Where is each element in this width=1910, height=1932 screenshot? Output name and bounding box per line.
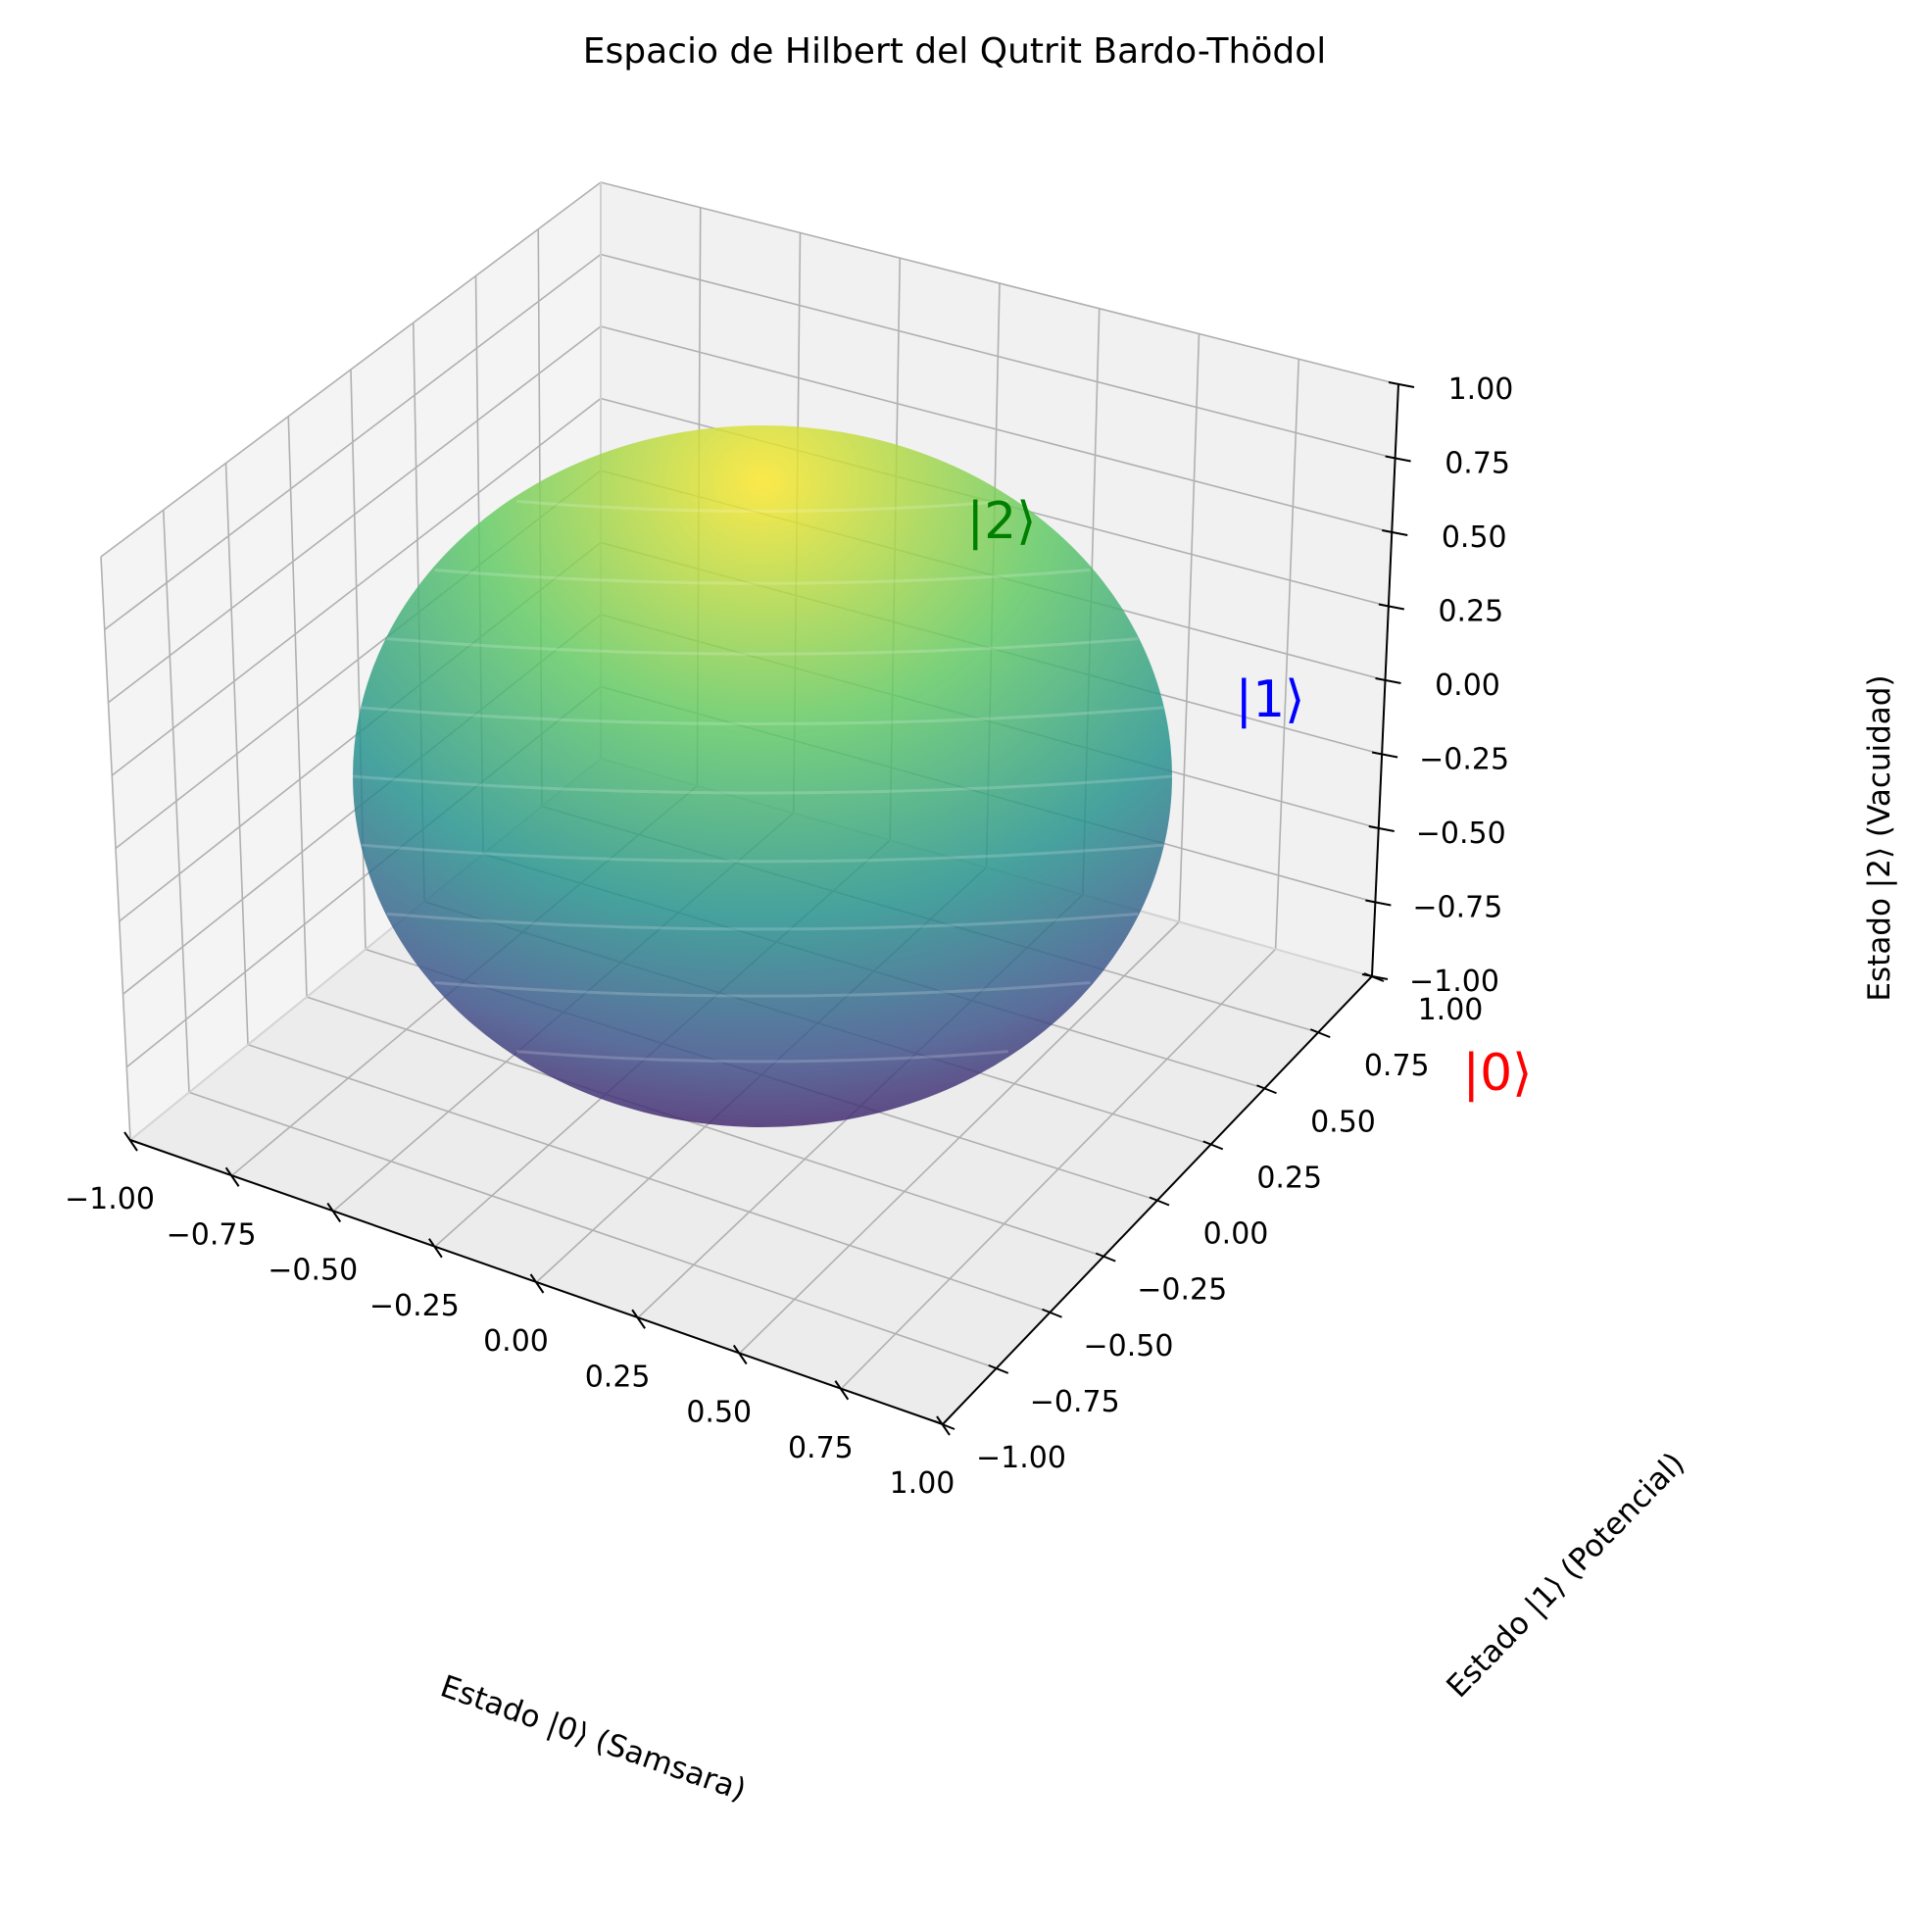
z-tick-mark bbox=[1385, 455, 1411, 463]
y-tick-mark bbox=[988, 1363, 1009, 1374]
axis-ticks: −1.00 −1.00 −1.00 −0.75 −0.75 −0.75 −0.50 −0.50… bbox=[65, 372, 1513, 1501]
sphere-surface bbox=[352, 425, 1173, 1127]
y-tick-label: −1.00 bbox=[976, 1441, 1066, 1475]
sphere-band bbox=[386, 912, 1139, 931]
z-tick-label: 0.75 bbox=[1445, 447, 1510, 481]
z-tick-label: 0.00 bbox=[1435, 669, 1500, 703]
y-tick-mark bbox=[1309, 1028, 1331, 1039]
grid-line-z-left bbox=[104, 253, 602, 631]
grid-line-x-back bbox=[1274, 359, 1300, 950]
grid-line-z-left bbox=[108, 325, 602, 704]
x-tick-mark bbox=[732, 1344, 748, 1365]
sphere-band bbox=[361, 843, 1164, 864]
state-labels: |0⟩ |1⟩ |2⟩ bbox=[967, 492, 1533, 1103]
z-tick-label: −0.50 bbox=[1416, 817, 1506, 851]
sphere-latitude-bands bbox=[352, 499, 1173, 1064]
z-tick-label: 1.00 bbox=[1448, 372, 1514, 407]
x-tick-label: 1.00 bbox=[890, 1466, 955, 1501]
sphere-band bbox=[434, 569, 1091, 585]
z-tick-label: 0.25 bbox=[1438, 595, 1503, 629]
x-tick-mark bbox=[326, 1202, 342, 1223]
state-label: |0⟩ bbox=[1463, 1044, 1533, 1103]
y-tick-mark bbox=[1095, 1252, 1116, 1263]
z-tick-mark bbox=[1365, 899, 1392, 907]
grid-line-x-floor bbox=[840, 948, 1277, 1390]
x-tick-mark bbox=[529, 1273, 545, 1294]
z-axis-label: Estado |2⟩ (Vacuidad) bbox=[1862, 674, 1897, 1001]
sphere-body bbox=[353, 425, 1172, 1127]
y-tick-mark bbox=[1202, 1140, 1224, 1151]
sphere-band bbox=[361, 706, 1164, 725]
z-tick-mark bbox=[1378, 603, 1405, 611]
grid-line-z-back bbox=[600, 325, 1393, 533]
y-tick-label: 0.00 bbox=[1203, 1217, 1269, 1252]
y-tick-label: −0.75 bbox=[1030, 1385, 1120, 1419]
grid-line-x-floor bbox=[739, 920, 1180, 1355]
y-tick-mark bbox=[1256, 1084, 1277, 1095]
z-tick-mark bbox=[1382, 529, 1408, 536]
z-tick-label: −0.75 bbox=[1412, 891, 1502, 925]
state-label: |2⟩ bbox=[967, 492, 1037, 551]
grid-line-z-back bbox=[600, 253, 1396, 460]
z-tick-mark bbox=[1368, 825, 1395, 832]
x-tick-label: 0.50 bbox=[686, 1396, 752, 1430]
y-tick-mark bbox=[1042, 1308, 1062, 1318]
grid-line-z-back bbox=[600, 181, 1399, 385]
grid-line-x-back bbox=[1178, 333, 1200, 922]
x-tick-label: 0.00 bbox=[483, 1324, 549, 1359]
z-tick-mark bbox=[1375, 677, 1401, 684]
y-axis-label: Estado |1⟩ (Potencial) bbox=[1440, 1446, 1691, 1705]
y-tick-label: 0.75 bbox=[1364, 1049, 1430, 1083]
z-tick-mark bbox=[1388, 381, 1415, 388]
sphere-band bbox=[352, 774, 1173, 795]
z-tick-label: 0.50 bbox=[1442, 520, 1507, 555]
y-tick-label: −0.25 bbox=[1137, 1273, 1227, 1308]
sphere-band bbox=[516, 499, 1008, 514]
x-tick-label: −0.75 bbox=[167, 1217, 257, 1252]
y-tick-label: 0.25 bbox=[1256, 1161, 1322, 1195]
grid-line-z-left bbox=[111, 397, 602, 776]
z-tick-mark bbox=[1371, 751, 1398, 759]
y-tick-mark bbox=[1363, 972, 1385, 982]
x-tick-mark bbox=[123, 1131, 138, 1152]
x-tick-mark bbox=[631, 1309, 646, 1329]
y-tick-label: 0.50 bbox=[1310, 1105, 1376, 1139]
x-tick-label: −0.50 bbox=[268, 1254, 358, 1288]
x-tick-label: −0.25 bbox=[369, 1289, 460, 1323]
y-tick-label: 1.00 bbox=[1418, 993, 1484, 1027]
z-tick-label: −1.00 bbox=[1409, 965, 1499, 999]
x-tick-label: 0.25 bbox=[585, 1360, 651, 1394]
x-tick-label: 0.75 bbox=[788, 1431, 854, 1465]
chart-title: Espacio de Hilbert del Qutrit Bardo-Thöd… bbox=[583, 31, 1327, 72]
state-label: |1⟩ bbox=[1236, 670, 1305, 729]
x-axis-label: Estado |0⟩ (Samsara) bbox=[436, 1668, 751, 1808]
sphere-band bbox=[516, 1050, 1008, 1064]
x-tick-mark bbox=[224, 1166, 240, 1187]
grid-line-z-left bbox=[100, 181, 602, 558]
x-tick-mark bbox=[936, 1415, 951, 1436]
z-tick-label: −0.25 bbox=[1419, 743, 1509, 777]
sphere-band bbox=[434, 981, 1091, 998]
sphere-band bbox=[386, 637, 1139, 656]
x-tick-mark bbox=[428, 1238, 443, 1259]
y-tick-mark bbox=[1149, 1196, 1170, 1207]
y-tick-mark bbox=[934, 1420, 955, 1430]
x-tick-label: −1.00 bbox=[65, 1182, 155, 1216]
x-tick-mark bbox=[834, 1380, 850, 1401]
y-tick-label: −0.50 bbox=[1084, 1329, 1174, 1363]
